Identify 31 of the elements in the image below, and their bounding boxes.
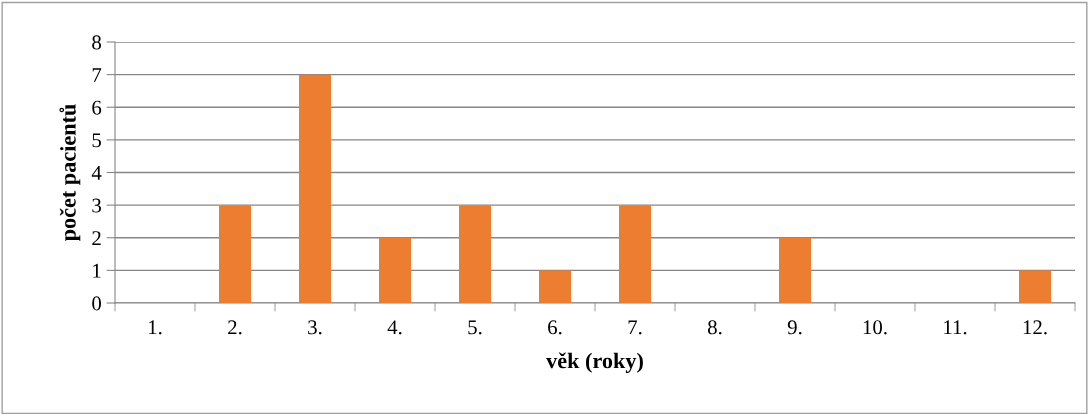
y-tick-label: 5 — [92, 133, 101, 148]
x-tick-label: 1. — [149, 320, 162, 335]
y-tick-label: 4 — [91, 166, 102, 180]
y-tick-label: 6 — [92, 100, 102, 115]
x-tick-label: 9. — [787, 320, 802, 335]
y-axis-title: počet pacientů — [59, 104, 81, 242]
bar — [779, 237, 811, 303]
x-axis-title: věk (roky) — [546, 352, 643, 373]
y-tick-label: 8 — [92, 35, 102, 50]
x-tick-label: 11. — [944, 320, 967, 335]
x-tick-label: 8. — [707, 320, 722, 335]
bar — [459, 205, 491, 303]
x-tick-label: 7. — [628, 320, 642, 335]
bar — [1019, 270, 1051, 303]
y-tick-label: 3 — [92, 198, 101, 213]
y-tick-label: 1 — [93, 263, 101, 278]
y-tick-label: 2 — [92, 231, 101, 245]
x-tick-label: 2. — [228, 320, 242, 335]
x-tick-label: 12. — [1023, 320, 1047, 335]
bar — [539, 270, 571, 303]
x-tick-label: 3. — [308, 320, 322, 335]
x-tick-label: 10. — [863, 320, 887, 335]
bar — [219, 205, 251, 303]
y-tick-label: 7 — [92, 68, 102, 82]
bar — [379, 237, 411, 303]
y-tick-label: 0 — [92, 296, 102, 311]
bar — [619, 205, 651, 303]
x-tick-label: 4. — [387, 320, 402, 335]
bar — [299, 74, 331, 303]
x-tick-label: 5. — [468, 320, 482, 335]
x-tick-label: 6. — [548, 320, 562, 335]
